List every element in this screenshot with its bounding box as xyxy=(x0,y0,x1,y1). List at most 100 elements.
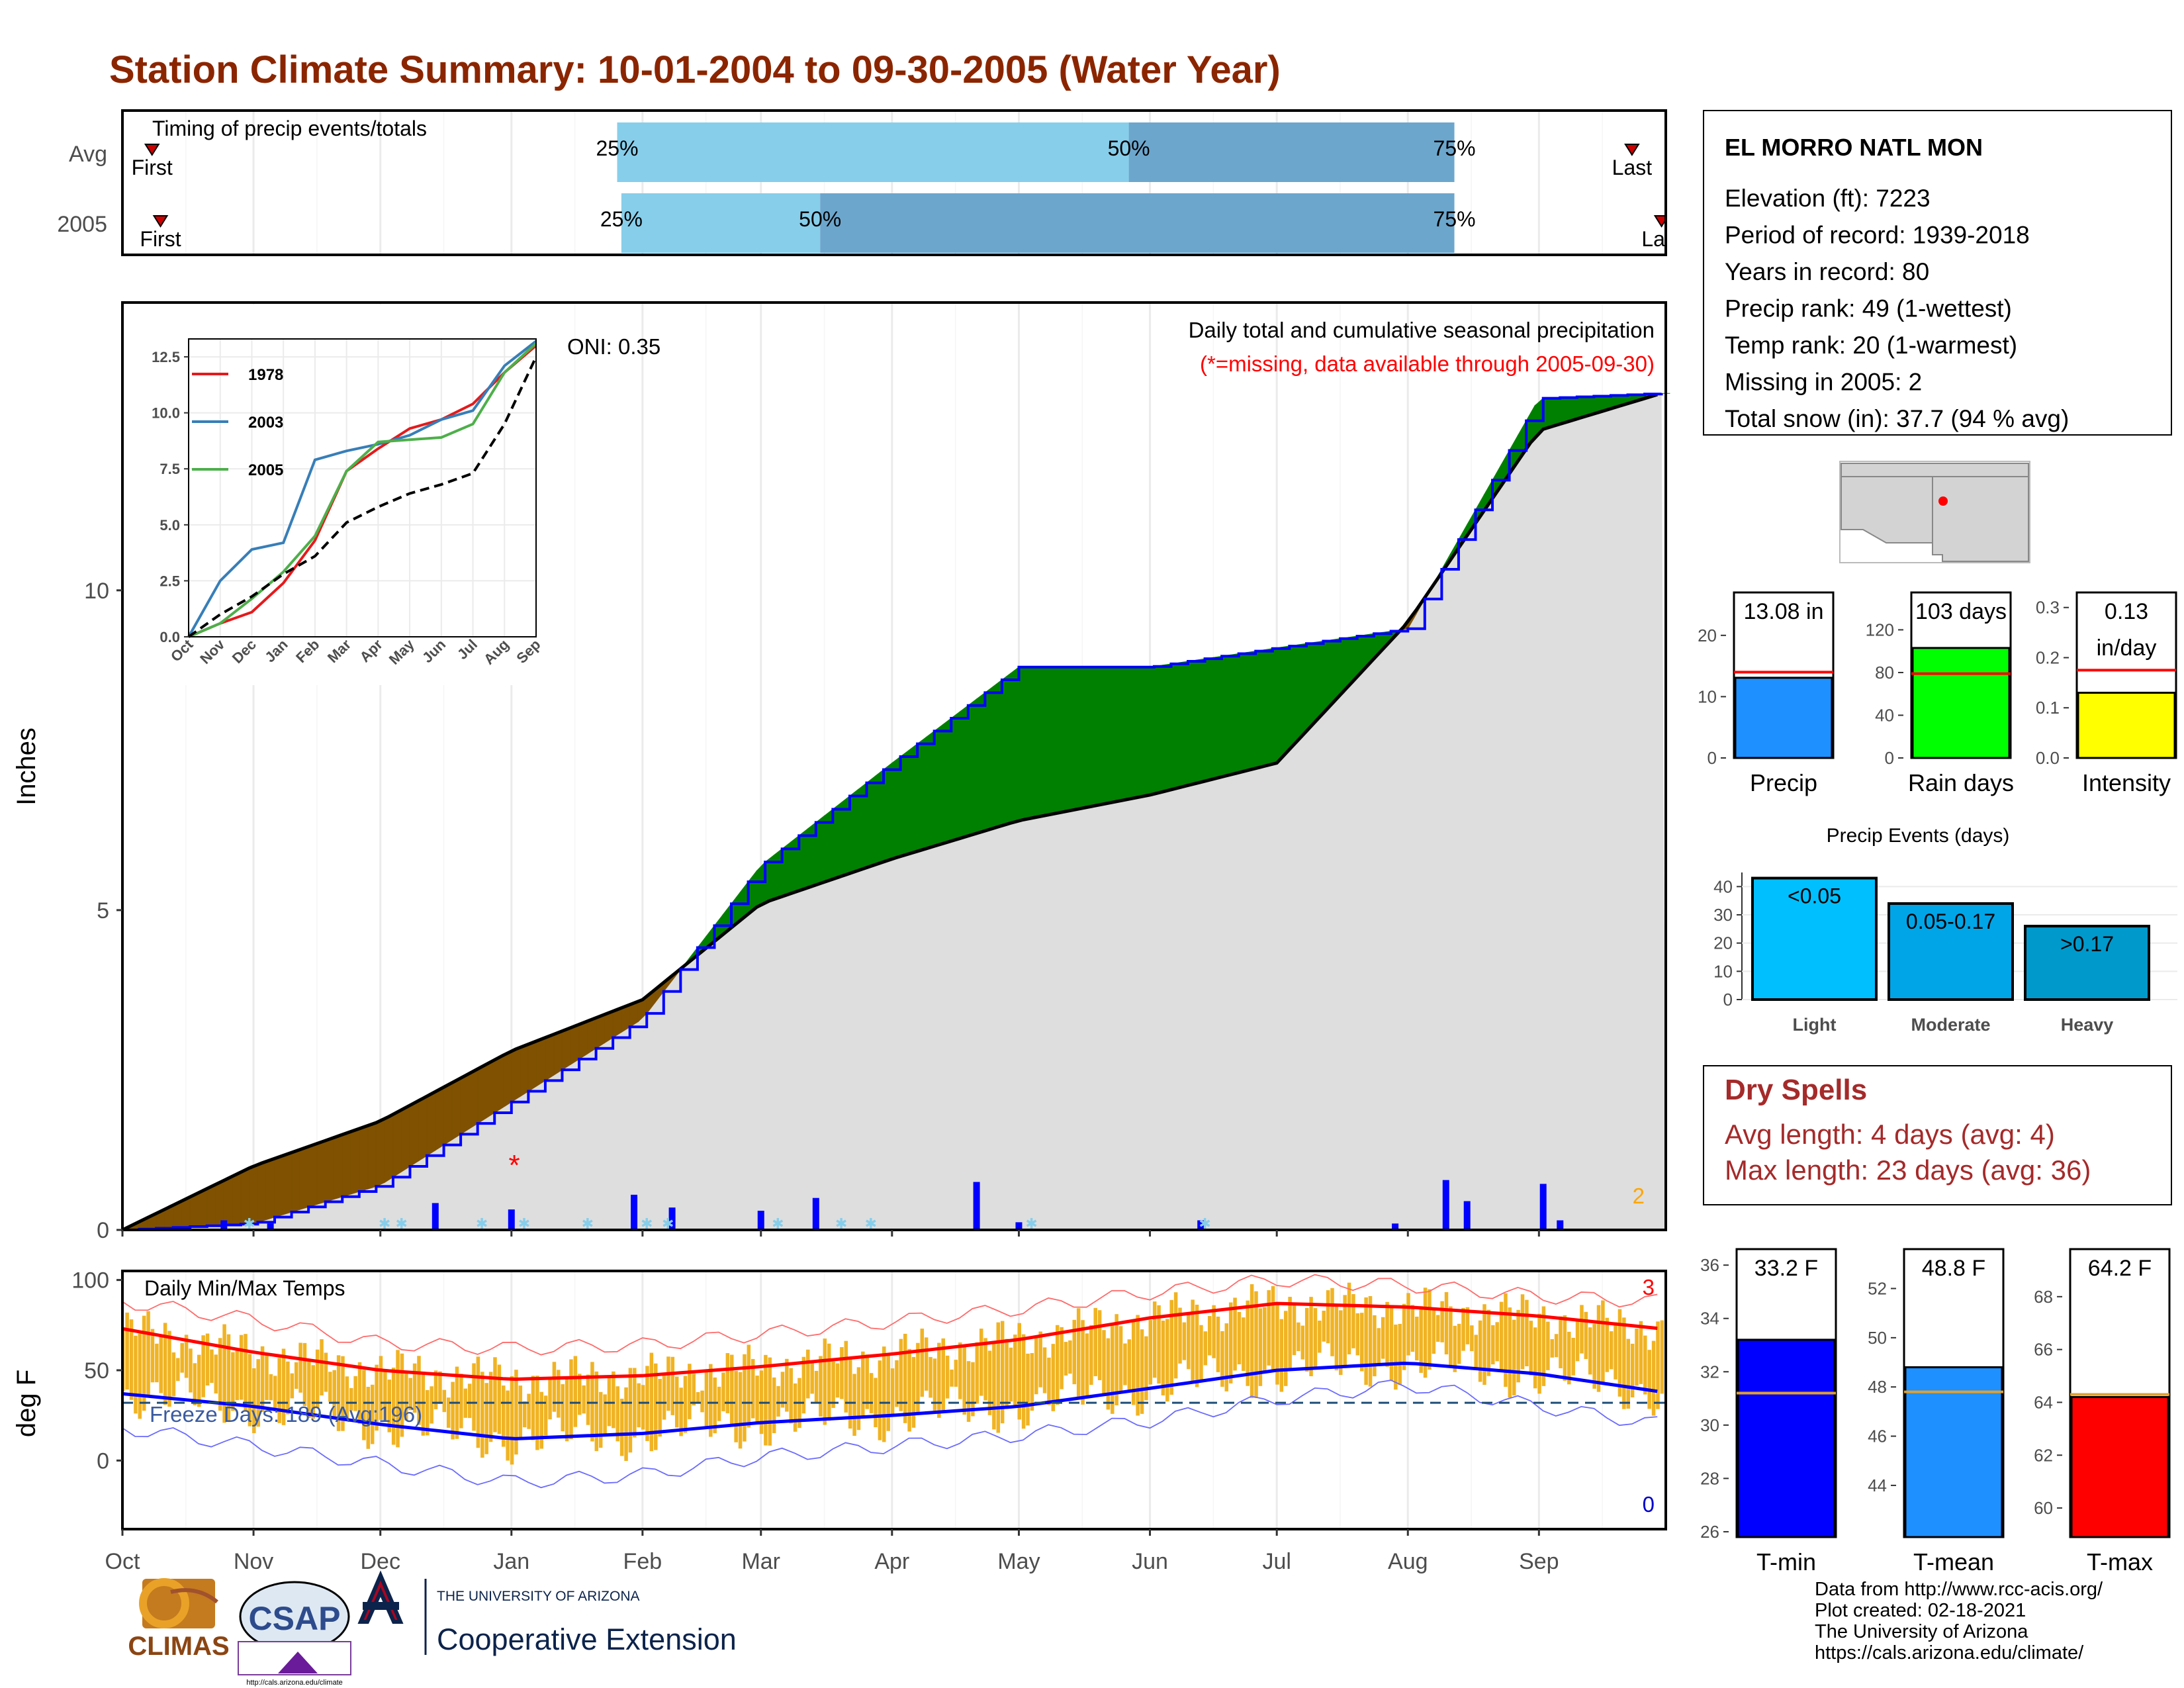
timing-title: Timing of precip events/totals xyxy=(152,117,427,140)
daily-temp-bar xyxy=(730,1354,734,1427)
daily-temp-bar xyxy=(907,1348,911,1432)
daily-temp-bar xyxy=(586,1374,590,1425)
daily-temp-bar xyxy=(142,1315,146,1411)
csap-url: http://cals.arizona.edu/climate xyxy=(246,1679,343,1687)
daily-temp-bar xyxy=(1021,1334,1026,1429)
daily-precip-bar xyxy=(508,1209,515,1230)
daily-temp-bar xyxy=(772,1377,776,1433)
daily-temp-bar xyxy=(1148,1319,1153,1385)
month-label: Jan xyxy=(493,1549,529,1574)
daily-temp-bar xyxy=(311,1365,316,1419)
snow-marker: ✱ xyxy=(772,1215,784,1232)
daily-temp-bar xyxy=(125,1312,129,1390)
events-bar-range: 0.05-0.17 xyxy=(1906,910,1995,933)
daily-temp-bar xyxy=(244,1334,248,1412)
daily-temp-bar xyxy=(1394,1324,1398,1390)
daily-temp-bar xyxy=(1504,1293,1508,1387)
stat-tick-label: 80 xyxy=(1875,663,1894,682)
daily-precip-bar xyxy=(1197,1220,1205,1230)
anomaly-segment xyxy=(891,756,901,860)
daily-temp-bar xyxy=(1297,1322,1300,1352)
daily-temp-bar xyxy=(315,1349,320,1409)
daily-temp-bar xyxy=(869,1373,874,1413)
daily-temp-bar xyxy=(1656,1321,1660,1409)
anomaly-segment xyxy=(1559,397,1569,425)
daily-temp-bar xyxy=(573,1356,578,1427)
anomaly-segment xyxy=(341,1131,351,1197)
daily-temp-bar xyxy=(396,1350,400,1448)
daily-temp-bar xyxy=(1000,1321,1005,1424)
daily-temp-bar xyxy=(1516,1309,1520,1383)
anomaly-segment xyxy=(367,1122,377,1190)
daily-temp-bar xyxy=(1575,1321,1580,1362)
timing-bar-q2 xyxy=(820,193,1455,253)
anomaly-segment xyxy=(545,1033,555,1082)
daily-temp-bar xyxy=(1554,1334,1559,1358)
daily-temp-bar xyxy=(1643,1335,1647,1395)
timing-first-label: First xyxy=(140,227,181,251)
daily-temp-bar xyxy=(835,1363,840,1398)
daily-temp-bar xyxy=(290,1373,295,1399)
daily-temp-bar xyxy=(929,1356,933,1398)
anomaly-segment xyxy=(299,1146,309,1210)
events-tick-label: 0 xyxy=(1723,990,1733,1009)
daily-temp-bar xyxy=(1609,1331,1614,1370)
snow-marker: ✱ xyxy=(243,1215,255,1232)
anomaly-segment xyxy=(469,1068,478,1130)
daily-temp-bar xyxy=(590,1362,594,1442)
temp-stat-tick-label: 26 xyxy=(1700,1522,1719,1542)
daily-temp-bar xyxy=(569,1359,573,1440)
anomaly-segment xyxy=(1297,643,1307,741)
daily-temp-bar xyxy=(895,1360,899,1407)
daily-temp-bar xyxy=(1359,1313,1364,1372)
daily-temp-bar xyxy=(966,1361,971,1422)
daily-temp-bar xyxy=(882,1346,886,1442)
anomaly-segment xyxy=(223,1176,233,1226)
missing-marker: * xyxy=(508,1149,520,1182)
precip-y-label: Inches xyxy=(12,727,41,806)
anomaly-segment xyxy=(1111,667,1121,803)
daily-temp-bar xyxy=(269,1374,273,1401)
freeze-days: Freeze Days: 189 (Avg:196) xyxy=(150,1402,422,1427)
temp-stat-tick-label: 44 xyxy=(1868,1476,1887,1495)
daily-temp-bar xyxy=(814,1370,819,1403)
stat-label: Rain days xyxy=(1908,769,2014,796)
daily-temp-bar xyxy=(1115,1314,1118,1405)
footer-line: The University of Arizona xyxy=(1815,1621,2028,1642)
daily-temp-bar xyxy=(375,1364,379,1431)
daily-temp-bar xyxy=(861,1351,865,1417)
daily-temp-bar xyxy=(1152,1301,1157,1378)
daily-temp-bar xyxy=(193,1363,197,1405)
stat-bar xyxy=(1911,647,2011,759)
timing-row-label-2005: 2005 xyxy=(57,212,107,237)
timing-p25-label: 25% xyxy=(596,136,638,160)
daily-temp-bar xyxy=(277,1358,281,1423)
stat-value-label: 103 days xyxy=(1915,599,2007,624)
daily-temp-bar xyxy=(1292,1303,1297,1356)
daily-temp-bar xyxy=(366,1387,371,1449)
daily-temp-bar xyxy=(937,1342,941,1418)
month-label: Aug xyxy=(1388,1549,1428,1574)
temp-stat-bar xyxy=(1904,1366,2003,1538)
daily-temp-bar xyxy=(1123,1343,1127,1385)
csap-wordmark: CSAP xyxy=(249,1600,341,1637)
daily-temp-bar xyxy=(755,1376,759,1422)
temp-stat-tick-label: 34 xyxy=(1700,1309,1719,1329)
daily-temp-bar xyxy=(844,1340,848,1413)
daily-temp-bar xyxy=(831,1361,835,1408)
daily-temp-bar xyxy=(801,1356,806,1414)
daily-temp-bar xyxy=(248,1354,252,1427)
temp-stat-tick-label: 68 xyxy=(2034,1287,2053,1307)
stat-value-label: in/day xyxy=(2097,635,2157,661)
stat-tick-label: 0.1 xyxy=(2036,698,2060,718)
daily-temp-bar xyxy=(341,1356,345,1431)
anomaly-segment xyxy=(1322,639,1332,714)
daily-temp-bar xyxy=(987,1350,992,1415)
daily-temp-bar xyxy=(1435,1315,1440,1342)
daily-temp-bar xyxy=(1242,1317,1246,1371)
temp-y-label: deg F xyxy=(12,1370,41,1437)
station-info-line: Precip rank: 49 (1-wettest) xyxy=(1725,295,2012,322)
stat-bar xyxy=(1734,677,1833,759)
daily-temp-bar xyxy=(1584,1311,1588,1360)
